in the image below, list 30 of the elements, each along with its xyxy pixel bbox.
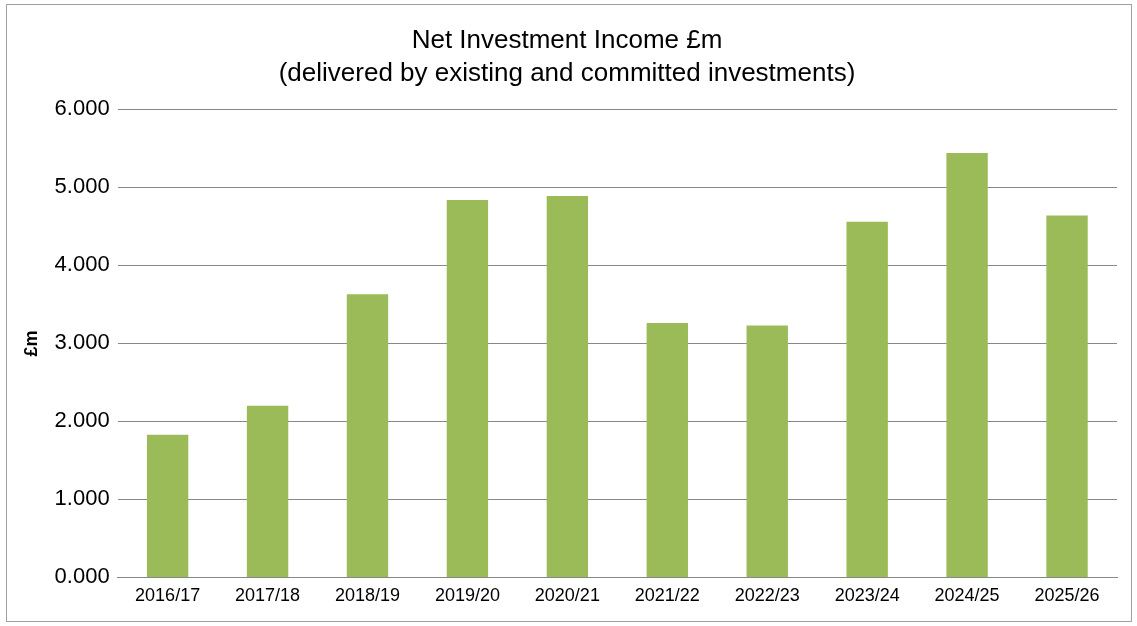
y-tick-label: 2.000 — [54, 407, 110, 433]
x-tick-label: 2021/22 — [634, 585, 700, 606]
bar — [346, 294, 389, 577]
y-tick-label: 4.000 — [54, 251, 110, 277]
y-axis-title: £m — [20, 330, 41, 357]
bar — [1046, 215, 1088, 577]
x-tick-label: 2024/25 — [934, 585, 1000, 606]
x-tick-label: 2020/21 — [534, 585, 600, 606]
bar — [846, 221, 888, 577]
x-tick-label: 2018/19 — [334, 585, 401, 606]
bar — [246, 405, 289, 577]
y-tick-label: 3.000 — [54, 329, 110, 355]
x-tick-label: 2017/18 — [235, 585, 301, 606]
y-tick-label: 0.000 — [54, 563, 110, 589]
bar — [446, 199, 489, 577]
y-tick-label: 6.000 — [54, 95, 110, 121]
bar — [746, 325, 788, 577]
x-tick-label: 2016/17 — [135, 585, 201, 606]
bar — [946, 153, 988, 577]
x-tick-label: 2025/26 — [1034, 585, 1100, 606]
x-tick-label: 2022/23 — [734, 585, 800, 606]
y-tick-label: 1.000 — [54, 485, 110, 511]
y-tick-label: 5.000 — [54, 173, 110, 199]
chart-title: Net Investment Income £m — [411, 23, 723, 54]
bar — [146, 434, 189, 577]
bar — [546, 195, 589, 577]
x-tick-label: 2023/24 — [834, 585, 900, 606]
x-tick-label: 2019/20 — [434, 585, 500, 606]
bar — [646, 323, 688, 577]
chart-subtitle: (delivered by existing and committed investments) — [278, 56, 856, 87]
